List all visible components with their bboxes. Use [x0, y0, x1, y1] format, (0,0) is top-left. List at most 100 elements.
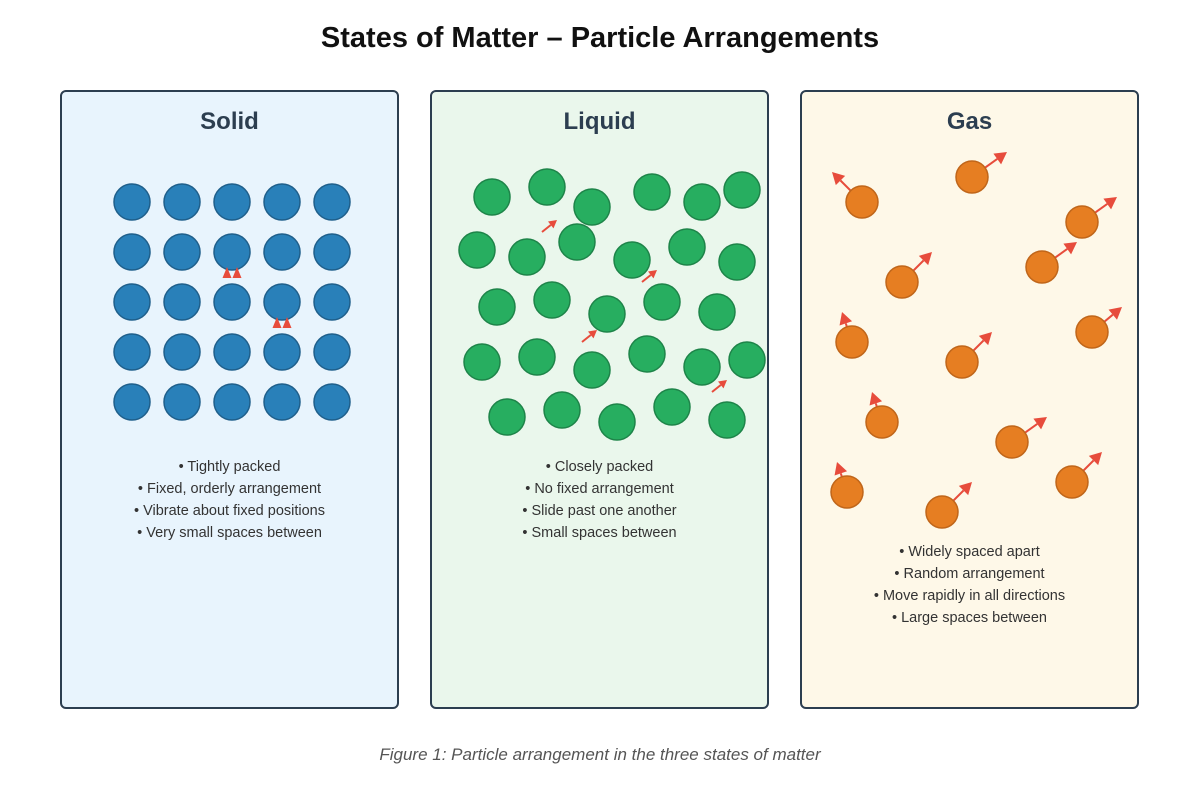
liquid-particle	[643, 283, 681, 321]
gas-property: • Widely spaced apart	[899, 544, 1040, 560]
liquid-particle	[723, 171, 761, 209]
liquid-particle	[683, 183, 721, 221]
liquid-particle-diagram	[458, 168, 766, 441]
solid-property: • Very small spaces between	[137, 525, 322, 541]
gas-property: • Large spaces between	[891, 610, 1047, 626]
gas-particle	[955, 160, 989, 194]
figure-caption: Figure 1: Particle arrangement in the th…	[379, 745, 821, 764]
gas-property: • Random arrangement	[894, 566, 1045, 582]
liquid-particle	[518, 338, 556, 376]
solid-particle	[113, 383, 151, 421]
liquid-panel: Liquid • Closely packed • No fixed arran…	[430, 90, 769, 709]
gas-particle	[1075, 315, 1109, 349]
liquid-property: • No fixed arrangement	[525, 481, 674, 497]
liquid-particle	[463, 343, 501, 381]
liquid-particle	[653, 388, 691, 426]
liquid-particle	[488, 398, 526, 436]
solid-particle	[263, 183, 301, 221]
solid-particle	[163, 283, 201, 321]
liquid-particle	[628, 335, 666, 373]
solid-property: • Tightly packed	[178, 459, 281, 475]
gas-particle	[835, 325, 869, 359]
gas-particle	[995, 425, 1029, 459]
liquid-panel-title: Liquid	[563, 108, 636, 135]
solid-particle	[163, 333, 201, 371]
liquid-particle	[718, 243, 756, 281]
vibration-icon	[222, 267, 232, 278]
gas-panel-title: Gas	[946, 108, 993, 135]
solid-particle	[263, 333, 301, 371]
solid-particle	[313, 283, 351, 321]
solid-property: • Fixed, orderly arrangement	[137, 481, 322, 497]
liquid-property: • Small spaces between	[522, 525, 677, 541]
motion-arrow-icon	[581, 330, 597, 343]
solid-particle	[163, 233, 201, 271]
solid-particle	[163, 183, 201, 221]
solid-particle	[113, 333, 151, 371]
solid-panel-title: Solid	[200, 108, 259, 135]
solid-property: • Vibrate about fixed positions	[133, 503, 325, 519]
solid-particle	[213, 383, 251, 421]
solid-particle	[313, 233, 351, 271]
gas-particle	[925, 495, 959, 529]
gas-property: • Move rapidly in all directions	[873, 588, 1066, 604]
solid-particle	[213, 183, 251, 221]
solid-particle	[213, 333, 251, 371]
solid-particle	[313, 383, 351, 421]
solid-particle	[113, 233, 151, 271]
liquid-particle	[533, 281, 571, 319]
solid-particle	[113, 183, 151, 221]
liquid-particle	[458, 231, 496, 269]
liquid-particle	[598, 403, 636, 441]
liquid-particle	[573, 351, 611, 389]
solid-particle	[313, 183, 351, 221]
liquid-property: • Slide past one another	[522, 503, 677, 519]
liquid-particle	[613, 241, 651, 279]
solid-particle	[213, 283, 251, 321]
liquid-particle	[698, 293, 736, 331]
gas-particle	[1025, 250, 1059, 284]
liquid-particle	[573, 188, 611, 226]
gas-particle	[865, 405, 899, 439]
solid-particle	[263, 383, 301, 421]
solid-particle	[313, 333, 351, 371]
solid-particle	[263, 233, 301, 271]
liquid-particle	[508, 238, 546, 276]
liquid-particle	[588, 295, 626, 333]
solid-particle	[163, 383, 201, 421]
liquid-property: • Closely packed	[545, 459, 654, 475]
liquid-particle	[708, 401, 746, 439]
liquid-particle	[543, 391, 581, 429]
liquid-particle	[668, 228, 706, 266]
liquid-particle	[683, 348, 721, 386]
gas-particle	[885, 265, 919, 299]
liquid-particle	[728, 341, 766, 379]
solid-particle	[113, 283, 151, 321]
gas-panel: Gas • Widely spaced apart • Random arran…	[800, 90, 1139, 709]
liquid-particle	[478, 288, 516, 326]
figure-title: States of Matter – Particle Arrangements	[320, 22, 880, 54]
liquid-particle	[633, 173, 671, 211]
motion-arrow-icon	[641, 270, 657, 283]
solid-particle	[213, 233, 251, 271]
solid-particle-diagram	[113, 183, 351, 421]
motion-arrow-icon	[541, 220, 557, 233]
gas-particle	[830, 475, 864, 509]
liquid-particle	[528, 168, 566, 206]
liquid-particle	[473, 178, 511, 216]
gas-particle	[1055, 465, 1089, 499]
liquid-particle	[558, 223, 596, 261]
solid-particle	[263, 283, 301, 321]
motion-arrow-icon	[711, 380, 727, 393]
vibration-icon	[282, 317, 292, 328]
vibration-icon	[232, 267, 242, 278]
gas-properties-list: • Widely spaced apart • Random arrangeme…	[802, 541, 1137, 629]
solid-panel: Solid • Tightly packed • Fixed, orderly …	[60, 90, 399, 709]
gas-particle-diagram	[830, 152, 1122, 529]
gas-particle	[845, 185, 879, 219]
gas-particle	[945, 345, 979, 379]
liquid-properties-list: • Closely packed • No fixed arrangement …	[432, 456, 767, 544]
solid-properties-list: • Tightly packed • Fixed, orderly arrang…	[62, 456, 397, 544]
gas-particle	[1065, 205, 1099, 239]
vibration-icon	[272, 317, 282, 328]
